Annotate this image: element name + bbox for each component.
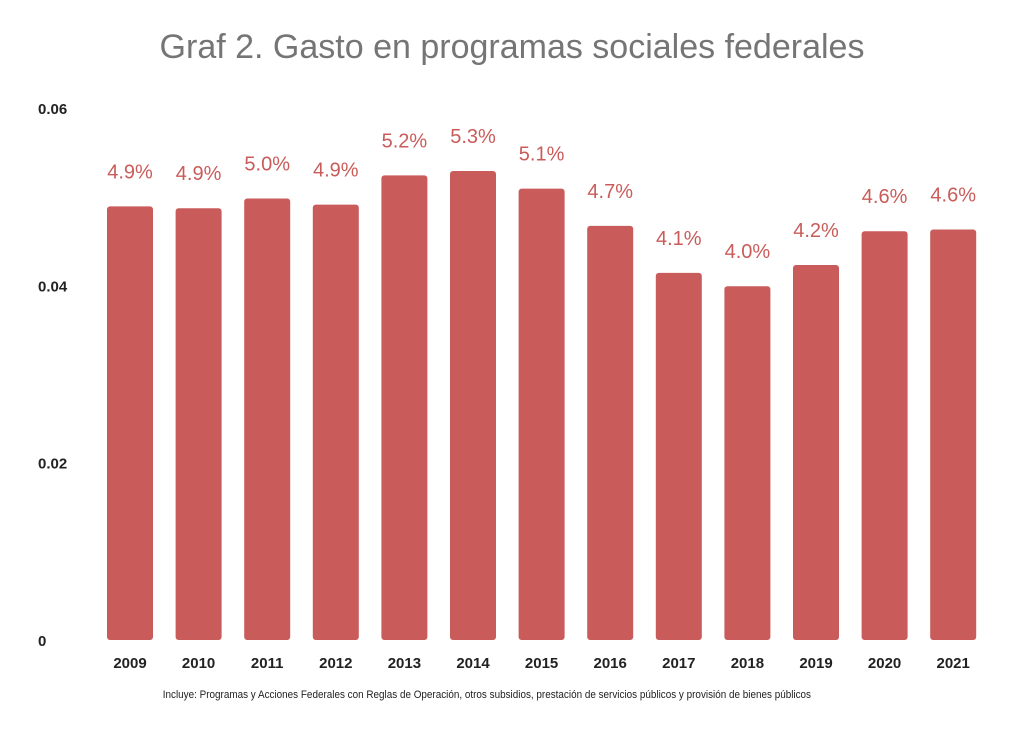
- data-label: 5.0%: [244, 153, 290, 175]
- data-label: 5.3%: [450, 126, 496, 148]
- x-tick-label: 2019: [799, 655, 832, 672]
- y-tick-label: 0.04: [38, 278, 68, 295]
- bar-2013: [381, 175, 428, 641]
- data-label: 5.2%: [382, 130, 428, 152]
- x-tick-label: 2014: [456, 655, 490, 672]
- bar-2011: [244, 198, 291, 640]
- bar-2019: [793, 264, 839, 640]
- bar-2018: [724, 286, 771, 640]
- bar-2009: [107, 206, 153, 641]
- y-tick-label: 0.02: [38, 456, 67, 473]
- data-label: 4.0%: [725, 241, 771, 263]
- data-label: 4.9%: [176, 163, 222, 185]
- data-label: 4.6%: [930, 184, 976, 206]
- y-tick-label: 0: [38, 633, 46, 650]
- x-tick-label: 2016: [594, 655, 627, 672]
- data-label: 4.9%: [313, 160, 359, 182]
- data-label: 4.1%: [656, 228, 702, 250]
- data-label: 5.1%: [519, 144, 565, 166]
- x-tick-label: 2018: [731, 655, 764, 672]
- bar-2012: [312, 204, 359, 640]
- bar-2010: [175, 208, 222, 640]
- y-tick-label: 0.06: [38, 101, 67, 118]
- bar-2017: [655, 272, 702, 640]
- data-label: 4.6%: [862, 186, 908, 208]
- x-tick-label: 2021: [937, 655, 970, 672]
- x-tick-label: 2009: [113, 655, 146, 672]
- x-tick-label: 2017: [662, 655, 695, 672]
- data-label: 4.2%: [793, 220, 839, 242]
- data-label: 4.7%: [587, 181, 633, 203]
- bar-2015: [518, 188, 565, 641]
- x-tick-label: 2011: [251, 655, 284, 672]
- bar-2014: [450, 170, 496, 640]
- x-tick-label: 2010: [182, 655, 215, 672]
- chart-footnote: Incluye: Programas y Acciones Federales …: [162, 689, 812, 701]
- chart-title: Graf 2. Gasto en programas sociales fede…: [159, 28, 865, 66]
- x-tick-label: 2013: [388, 655, 421, 672]
- data-label: 4.9%: [107, 161, 153, 183]
- bar-2021: [930, 229, 977, 640]
- bar-2016: [587, 225, 634, 640]
- x-tick-label: 2012: [319, 655, 352, 672]
- x-tick-label: 2015: [525, 655, 558, 672]
- x-tick-label: 2020: [868, 655, 901, 672]
- bar-2020: [861, 231, 908, 640]
